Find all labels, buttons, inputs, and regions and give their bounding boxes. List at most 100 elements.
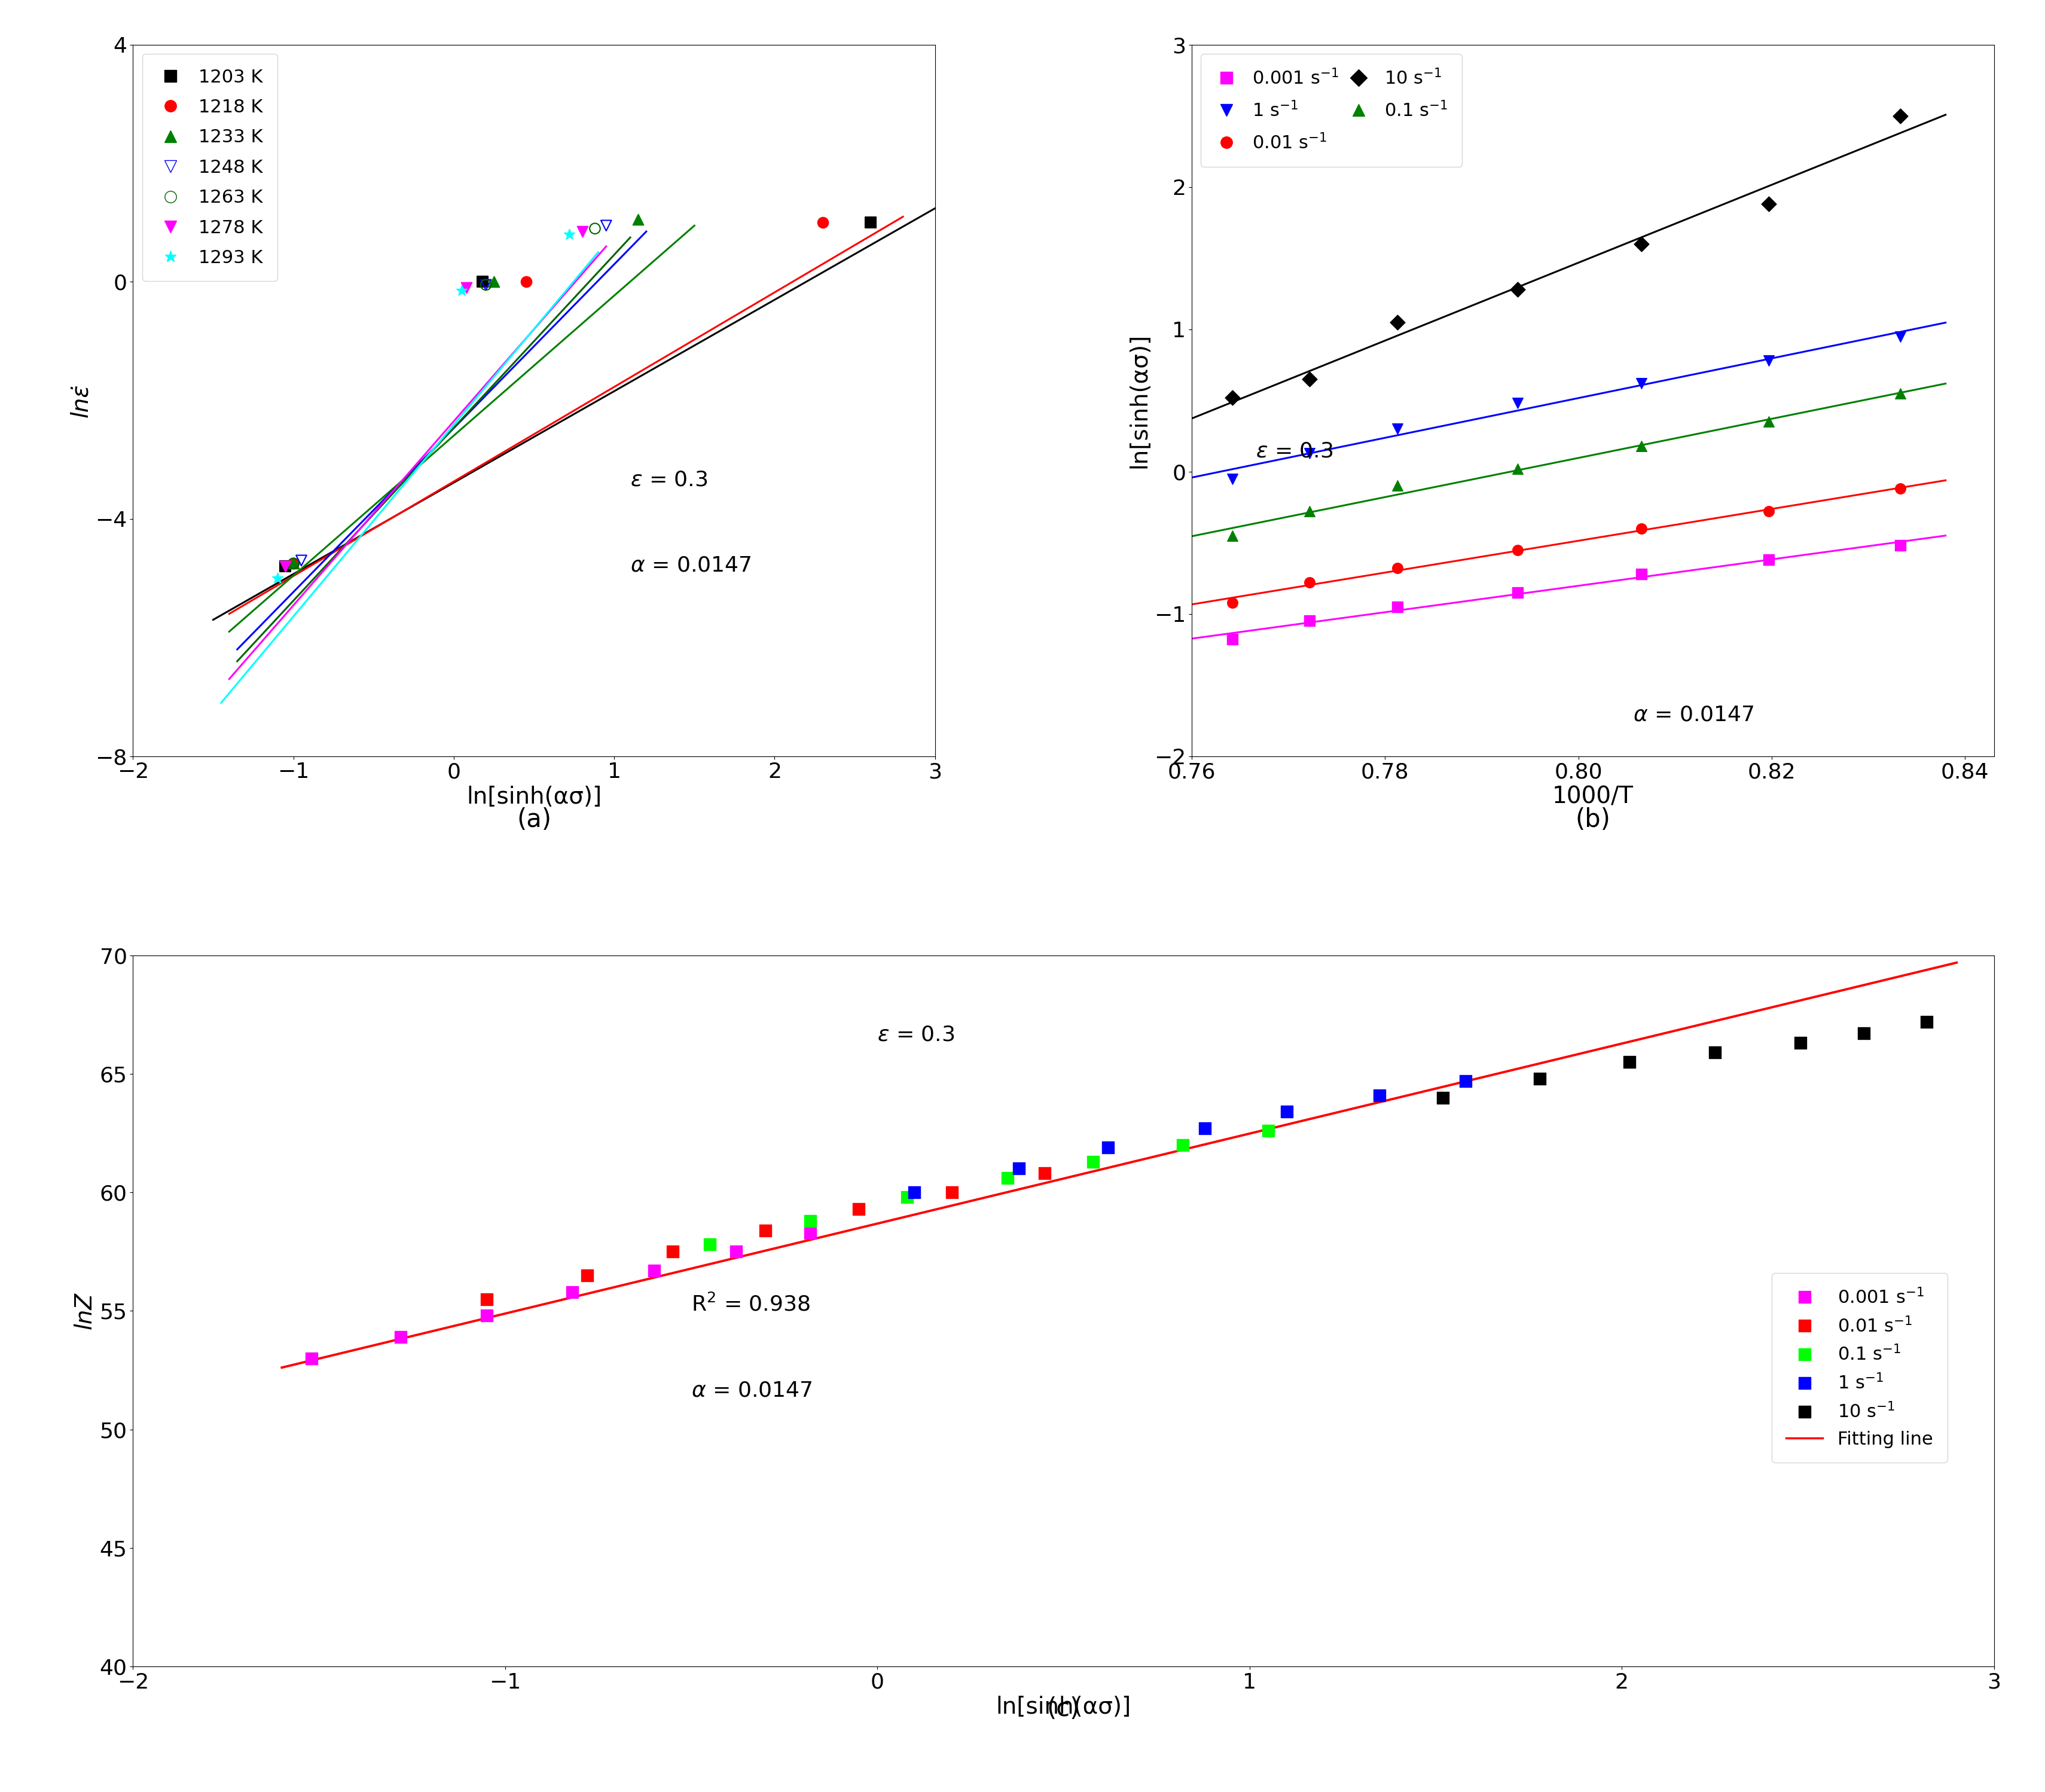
Point (1501, 389, 1534, 418)
Point (1029, 1159, 1061, 1188)
Point (1524, 1064, 1556, 1093)
Point (1883, 530, 1916, 559)
Point (898, 1177, 930, 1206)
Point (1501, 579, 1534, 607)
Point (579, 215, 611, 244)
Point (1753, 346, 1785, 375)
Point (1910, 1007, 1943, 1036)
Point (892, 1183, 924, 1211)
Point (855, 208, 888, 237)
Point (1380, 308, 1413, 337)
Point (1292, 568, 1325, 597)
Point (276, 548, 309, 577)
Point (1626, 432, 1658, 461)
Point (589, 211, 622, 240)
Point (843, 1195, 875, 1224)
Legend: 0.001 s$^{-1}$, 0.01 s$^{-1}$, 0.1 s$^{-1}$, 1 s$^{-1}$, 10 s$^{-1}$, Fitting li: 0.001 s$^{-1}$, 0.01 s$^{-1}$, 0.1 s$^{-… (1771, 1272, 1947, 1462)
Point (1292, 439, 1325, 468)
Point (1626, 514, 1658, 543)
Text: $\varepsilon$ = 0.3: $\varepsilon$ = 0.3 (877, 1025, 955, 1045)
Point (262, 564, 294, 593)
Point (1753, 190, 1785, 219)
Point (1450, 1066, 1483, 1095)
Point (1501, 536, 1534, 564)
Point (1753, 407, 1785, 435)
Point (1847, 1020, 1879, 1048)
Point (1166, 1131, 1198, 1159)
Y-axis label: lnZ: lnZ (74, 1292, 96, 1330)
Point (270, 552, 303, 581)
Point (1292, 607, 1325, 636)
Point (270, 552, 303, 581)
Point (1427, 1082, 1460, 1111)
Text: (a): (a) (517, 808, 552, 833)
Point (638, 1256, 671, 1285)
Point (1217, 521, 1249, 550)
Point (294, 1344, 327, 1373)
Point (793, 1206, 826, 1235)
Point (1380, 593, 1413, 622)
Point (1883, 323, 1916, 351)
Text: (b): (b) (1575, 808, 1609, 833)
Text: R$^2$ = 0.938: R$^2$ = 0.938 (691, 1294, 810, 1315)
Point (693, 1229, 726, 1258)
X-axis label: 1000/T: 1000/T (1552, 785, 1634, 808)
Point (1501, 276, 1534, 305)
Point (992, 1163, 1025, 1192)
Point (479, 267, 511, 296)
Point (1270, 1097, 1303, 1125)
Point (1380, 554, 1413, 582)
Point (1626, 559, 1658, 588)
Point (1783, 1029, 1816, 1057)
Point (1364, 1081, 1397, 1109)
Point (1217, 588, 1249, 616)
Point (1883, 378, 1916, 407)
Point (1292, 366, 1325, 394)
Point (622, 206, 654, 235)
Point (748, 1217, 781, 1245)
Text: (c): (c) (1047, 1697, 1080, 1722)
X-axis label: ln[sinh(ασ)]: ln[sinh(ασ)] (996, 1695, 1131, 1719)
Point (935, 1177, 967, 1206)
Point (806, 208, 838, 237)
Point (1002, 1154, 1035, 1183)
Point (470, 1285, 503, 1314)
Point (1188, 1115, 1221, 1143)
Point (470, 271, 503, 299)
X-axis label: ln[sinh(ασ)]: ln[sinh(ασ)] (466, 785, 601, 808)
Point (450, 274, 483, 303)
Point (793, 1219, 826, 1247)
Point (1753, 545, 1785, 573)
Legend: 0.001 s$^{-1}$, 1 s$^{-1}$, 0.01 s$^{-1}$, 10 s$^{-1}$, 0.1 s$^{-1}$: 0.001 s$^{-1}$, 1 s$^{-1}$, 0.01 s$^{-1}… (1200, 54, 1462, 167)
Point (384, 1322, 417, 1351)
Y-axis label: ln[sinh(ασ)]: ln[sinh(ασ)] (1129, 333, 1151, 468)
Text: $\alpha$ = 0.0147: $\alpha$ = 0.0147 (691, 1380, 812, 1401)
Text: $\varepsilon$ = 0.3: $\varepsilon$ = 0.3 (1256, 441, 1333, 462)
Point (1626, 229, 1658, 258)
Point (466, 267, 499, 296)
Point (1252, 1116, 1284, 1145)
Point (446, 276, 479, 305)
Point (1217, 464, 1249, 493)
Point (1078, 1147, 1110, 1176)
Point (720, 1236, 753, 1265)
Text: $\alpha$ = 0.0147: $\alpha$ = 0.0147 (1632, 704, 1755, 724)
Point (552, 220, 585, 249)
Point (571, 1262, 603, 1290)
Point (1697, 1038, 1730, 1066)
Point (470, 271, 503, 299)
Point (470, 1301, 503, 1330)
Text: $\varepsilon$ = 0.3: $\varepsilon$ = 0.3 (630, 470, 708, 489)
Point (1501, 455, 1534, 484)
Point (284, 547, 317, 575)
Point (1380, 414, 1413, 443)
Point (1092, 1133, 1125, 1161)
Point (276, 548, 309, 577)
Point (656, 1236, 689, 1265)
Point (1614, 1048, 1646, 1077)
Text: $\alpha$ = 0.0147: $\alpha$ = 0.0147 (630, 556, 751, 575)
Point (1217, 383, 1249, 412)
Point (509, 267, 542, 296)
Point (1883, 475, 1916, 504)
Legend: 1203 K, 1218 K, 1233 K, 1248 K, 1263 K, 1278 K, 1293 K: 1203 K, 1218 K, 1233 K, 1248 K, 1263 K, … (141, 54, 278, 281)
